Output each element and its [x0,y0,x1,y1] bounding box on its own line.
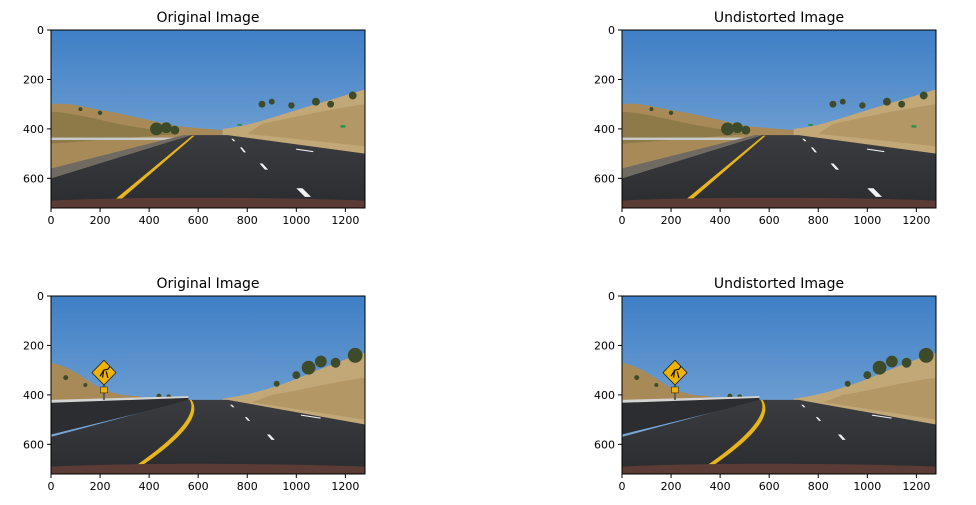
y-tick-label: 600 [23,438,44,451]
subplot-4: Undistorted Image 0 200 400 600 800 1000 1200 0 2… [594,276,937,493]
road-photo [51,30,365,208]
x-tick-label: 600 [759,214,780,227]
road-photo [51,296,365,474]
x-tick-label: 1200 [331,214,359,227]
x-tick-label: 1200 [902,214,930,227]
x-tick-label: 600 [759,480,780,493]
axes-frame [50,295,366,475]
x-tick-label: 800 [808,480,829,493]
road-scene-image [622,30,936,208]
x-tick-label: 0 [48,214,55,227]
axes-frame [621,295,937,475]
x-tick-label: 400 [710,214,731,227]
y-tick-label: 0 [37,24,44,37]
road-scene-image [51,30,365,208]
x-tick-label: 400 [710,480,731,493]
x-tick-label: 1000 [282,214,310,227]
y-tick-label: 400 [594,389,615,402]
panel-title: Undistorted Image [714,10,844,26]
x-tick-label: 600 [188,480,209,493]
road-photo [622,296,936,474]
y-tick-label: 400 [23,389,44,402]
x-tick-label: 800 [237,214,258,227]
y-tick-label: 400 [594,123,615,136]
x-tick-label: 200 [661,214,682,227]
x-tick-label: 1000 [282,480,310,493]
road-scene-image [622,296,936,474]
panel-title: Original Image [156,10,259,26]
x-tick-label: 400 [139,480,160,493]
y-tick-label: 0 [608,290,615,303]
subplot-1: Original Image 0 200 400 600 800 1000 1200 0 200 4… [23,10,366,227]
y-tick-label: 200 [23,73,44,86]
x-tick-label: 800 [237,480,258,493]
x-tick-label: 0 [619,480,626,493]
subplot-2: Undistorted Image 0 200 400 600 800 1000 1200 0 2… [594,10,937,227]
y-tick-label: 0 [608,24,615,37]
y-tick-label: 200 [594,339,615,352]
x-tick-label: 0 [48,480,55,493]
x-tick-label: 800 [808,214,829,227]
x-tick-label: 1200 [331,480,359,493]
y-tick-label: 400 [23,123,44,136]
x-tick-label: 1000 [853,480,881,493]
x-tick-label: 0 [619,214,626,227]
y-tick-label: 200 [23,339,44,352]
subplot-3: Original Image 0 200 400 600 800 1000 1200 0 200 4… [23,276,366,493]
panel-title: Original Image [156,276,259,292]
road-scene-image [51,296,365,474]
y-tick-label: 0 [37,290,44,303]
y-tick-label: 600 [594,438,615,451]
y-tick-label: 600 [594,172,615,185]
axes-frame [50,29,366,209]
road-photo [622,30,936,208]
x-tick-label: 200 [90,214,111,227]
x-tick-label: 1200 [902,480,930,493]
x-tick-label: 400 [139,214,160,227]
x-tick-label: 200 [661,480,682,493]
x-tick-label: 200 [90,480,111,493]
panel-title: Undistorted Image [714,276,844,292]
x-tick-label: 600 [188,214,209,227]
y-tick-label: 200 [594,73,615,86]
axes-frame [621,29,937,209]
y-tick-label: 600 [23,172,44,185]
x-tick-label: 1000 [853,214,881,227]
